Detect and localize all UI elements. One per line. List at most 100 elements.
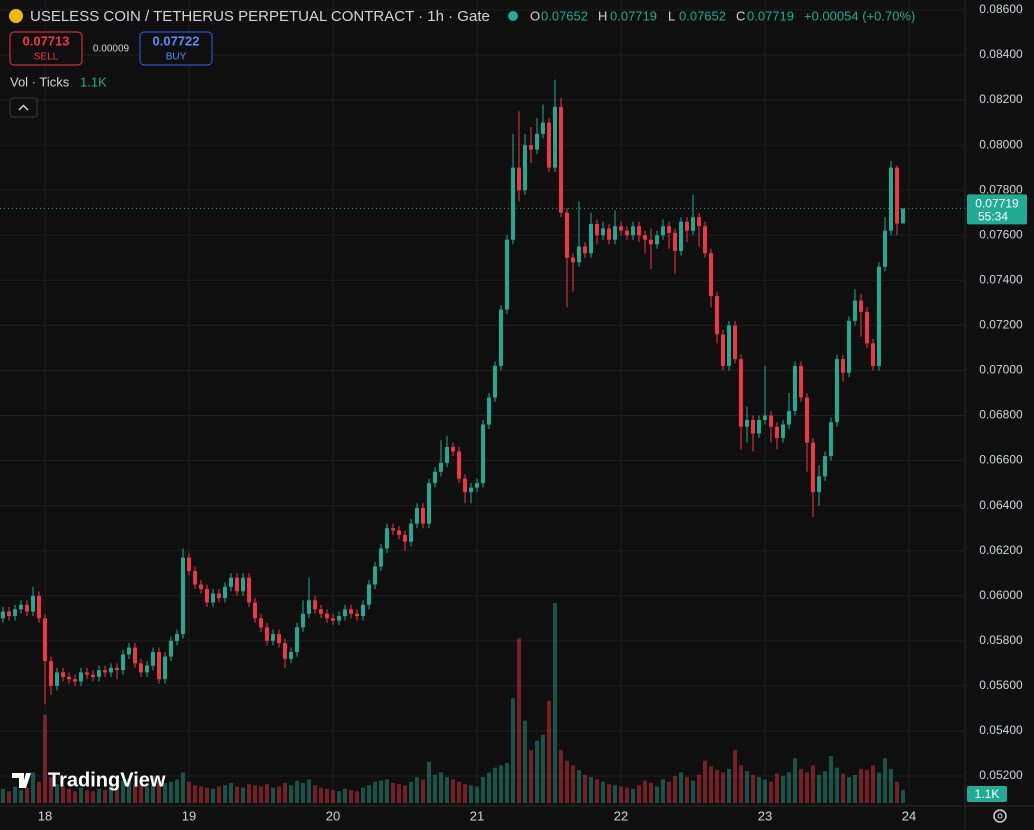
- candle: [193, 566, 197, 590]
- collapse-box[interactable]: [9, 97, 38, 118]
- candle: [697, 212, 701, 247]
- candle-body: [427, 483, 431, 524]
- candle: [757, 415, 761, 439]
- settings-icon[interactable]: [993, 809, 1007, 823]
- candle-body: [139, 663, 143, 673]
- candle: [793, 361, 797, 416]
- volume-bar: [769, 781, 773, 803]
- candle: [241, 573, 245, 596]
- candle-body: [877, 266, 881, 366]
- volume-bar: [541, 734, 545, 803]
- candle-body: [367, 584, 371, 605]
- volume-bar: [1, 788, 5, 803]
- candle-body: [133, 647, 137, 664]
- candle: [577, 201, 581, 267]
- volume-bar: [499, 765, 503, 803]
- volume-bar: [175, 779, 179, 803]
- candle-body: [79, 672, 83, 682]
- candle: [571, 253, 575, 292]
- candle-body: [67, 676, 71, 680]
- buy-button[interactable]: [139, 31, 213, 66]
- volume-badge: [967, 786, 1007, 802]
- candle: [289, 647, 293, 664]
- candle-body: [649, 239, 653, 245]
- volume-bar: [463, 784, 467, 803]
- volume-bar: [19, 790, 23, 803]
- volume-bar: [877, 772, 881, 803]
- volume-bar: [511, 698, 515, 803]
- candle-body: [757, 420, 761, 434]
- candle: [181, 548, 185, 639]
- settings-gear[interactable]: [993, 809, 1007, 823]
- candle-body: [433, 471, 437, 484]
- volume-bar: [559, 750, 563, 803]
- candle: [523, 133, 527, 195]
- y-tick-label: 0.06400: [979, 498, 1023, 512]
- candle-body: [403, 534, 407, 542]
- candle-body: [787, 410, 791, 425]
- candle: [445, 435, 449, 468]
- candle-body: [613, 226, 617, 240]
- volume-bar: [715, 770, 719, 803]
- candle: [157, 647, 161, 684]
- volume-bar: [151, 775, 155, 803]
- volume-bar: [403, 785, 407, 803]
- candle-body: [637, 226, 641, 236]
- candle: [739, 354, 743, 450]
- volume-bar: [733, 750, 737, 803]
- candle: [769, 410, 773, 443]
- candle-body: [781, 424, 785, 439]
- candle: [865, 307, 869, 348]
- volume-bar: [247, 784, 251, 803]
- candle: [379, 543, 383, 571]
- candle: [751, 415, 755, 452]
- candle-body: [319, 609, 323, 614]
- candle-body: [883, 230, 887, 267]
- volume-bar: [589, 777, 593, 803]
- candle-body: [193, 570, 197, 585]
- candle-body: [457, 451, 461, 479]
- candle-body: [715, 296, 719, 335]
- candle: [151, 647, 155, 671]
- candle-body: [739, 359, 743, 427]
- candle: [565, 208, 569, 308]
- candle-body: [259, 618, 263, 628]
- volume-bar: [859, 768, 863, 803]
- volume-bar: [121, 780, 125, 803]
- candle-body: [727, 325, 731, 366]
- candle: [385, 523, 389, 553]
- volume-bar: [349, 790, 353, 803]
- sell-button[interactable]: [9, 31, 83, 66]
- volume-bar: [241, 787, 245, 803]
- candle: [607, 223, 611, 245]
- volume-bar: [595, 779, 599, 803]
- candle-body: [13, 609, 17, 617]
- volume-bar: [679, 772, 683, 803]
- volume-bar: [217, 786, 221, 803]
- volume-bar: [295, 780, 299, 803]
- candle-body: [763, 415, 767, 421]
- volume-bar: [265, 784, 269, 803]
- candle: [253, 598, 257, 623]
- candle-body: [313, 600, 317, 610]
- candle-body: [799, 365, 803, 398]
- volume-bar: [697, 774, 701, 803]
- volume-bar: [625, 787, 629, 803]
- collapse-button[interactable]: [9, 97, 38, 118]
- candle-body: [475, 483, 479, 488]
- volume-bar: [871, 765, 875, 803]
- candle-body: [73, 679, 77, 682]
- x-tick-label: 18: [38, 808, 52, 823]
- candle: [601, 221, 605, 240]
- candle: [637, 221, 641, 243]
- candle: [835, 354, 839, 427]
- candle-body: [163, 656, 167, 680]
- volume-bar: [613, 785, 617, 803]
- volume-bar: [433, 774, 437, 803]
- candle-body: [445, 447, 449, 463]
- candle-body: [349, 609, 353, 614]
- candle-body: [571, 257, 575, 263]
- volume-bar: [199, 786, 203, 803]
- candle: [139, 658, 143, 677]
